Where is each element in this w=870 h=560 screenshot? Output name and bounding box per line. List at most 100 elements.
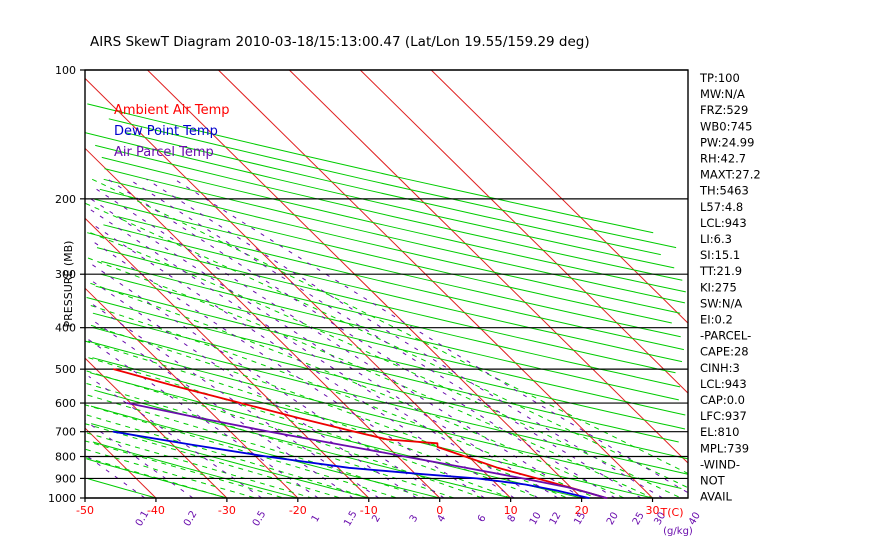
dry-adiabat-line [90,405,440,499]
isotherm-line [430,69,689,324]
mixing-ratio-line [174,178,688,493]
isotherm-line [84,147,441,499]
bottom-temperature-axis: -50 -40 -30 -20 -10 0 10 20 30 [76,498,660,517]
moist-adiabat-line [86,370,483,499]
bottom-temperature-tick-label: 30 [646,504,660,517]
index-readout: SW:N/A [700,296,742,310]
pressure-axis-labels: 100 200 300 400 500 600 700 800 900 1000 [48,64,85,505]
index-readout: MPL:739 [700,441,749,455]
mixing-ratio-tick-label: 6 [476,513,489,524]
moist-adiabat-line [84,404,398,499]
moist-adiabat-line [86,414,369,499]
x-axis-title-mixing-ratio: (g/kg) [663,526,693,537]
mixing-ratio-tick-label: 4 [436,513,449,524]
index-readout: LI:6.3 [700,232,732,246]
dry-adiabat-line [103,178,681,314]
dry-adiabat-line [95,144,683,281]
y-axis-title: PRESSURE (MB) [62,241,75,328]
dry-adiabat-line [92,198,681,338]
bottom-temperature-tick-label: -20 [289,504,307,517]
page-title: AIRS SkewT Diagram 2010-03-18/15:13:00.4… [90,34,590,50]
mixing-ratio-tick-label: 1 [310,513,323,524]
pressure-tick-label: 800 [55,451,76,464]
moist-adiabat-line [84,423,341,499]
index-readout: EI:0.2 [700,313,733,327]
isotherm-line [359,69,689,394]
bottom-temperature-tick-label: -40 [147,504,165,517]
pressure-tick-label: 200 [55,193,76,206]
pressure-tick-label: 500 [55,363,76,376]
x-axis-title-temperature: T(C) [660,506,684,519]
moist-adiabat-line [85,448,256,499]
dry-adiabat-line [87,103,654,234]
indices-panel: TP:100 MW:N/A FRZ:529 WB0:745 PW:24.99 RH:42.… [699,71,761,504]
dry-adiabat-line [108,118,677,249]
index-readout: AVAIL [700,490,733,504]
index-readout: CAP:0.0 [700,393,745,407]
legend-dew-point-temp: Dew Point Temp [114,124,218,139]
index-readout: LFC:937 [700,409,747,423]
dry-adiabat-line [91,423,369,499]
dry-adiabat-line [99,188,672,324]
index-readout: TT:21.9 [699,264,742,278]
legend-air-parcel-temp: Air Parcel Temp [114,145,214,160]
isotherm-line [84,78,511,499]
dry-adiabat-line [95,285,686,430]
pressure-tick-label: 700 [55,426,76,439]
index-readout: TH:5463 [699,184,749,198]
bottom-temperature-tick-label: 0 [436,504,443,517]
dry-adiabat-line [86,477,157,499]
moist-adiabat-lines [84,178,688,499]
mixing-ratio-tick-label: 8 [506,513,519,524]
bottom-temperature-tick-label: -30 [218,504,236,517]
pressure-tick-label: 400 [55,322,76,335]
mixing-ratio-line [84,336,319,499]
index-readout: WB0:745 [700,119,752,133]
sounding-traces [112,368,608,499]
mixing-ratio-tick-label: 3 [408,513,421,524]
moist-adiabat-line [90,305,596,499]
pressure-tick-label: 600 [55,397,76,410]
mixing-ratio-line [128,178,642,499]
isotherm-line [218,69,653,499]
pressure-tick-label: 100 [55,64,76,77]
index-readout: CINH:3 [700,361,740,375]
dry-adiabat-line [101,260,679,401]
mixing-ratio-line [90,279,417,499]
moist-adiabat-line [90,232,682,499]
dry-adiabat-line [90,372,582,499]
bottom-temperature-tick-label: 20 [575,504,589,517]
legend-ambient-air-temp: Ambient Air Temp [114,103,230,118]
isotherm-line [147,69,582,499]
index-readout: NOT [700,474,726,488]
dry-adiabat-line [87,232,676,374]
index-readout: KI:275 [700,280,737,294]
index-readout: LCL:943 [700,377,747,391]
dry-adiabat-line [117,216,685,351]
moist-adiabat-line [86,457,228,499]
isotherm-line [84,427,157,499]
bottom-temperature-tick-label: 10 [504,504,518,517]
dry-adiabat-line [100,273,686,416]
pressure-tick-label: 300 [55,268,76,281]
pressure-tick-label: 1000 [48,492,76,505]
legend: Ambient Air Temp Dew Point Temp Air Parcel… [114,103,230,160]
bottom-temperature-tick-label: -50 [76,504,94,517]
index-readout: FRZ:529 [700,103,748,117]
index-readout: TP:100 [699,71,740,85]
index-readout: SI:15.1 [700,248,740,262]
dry-adiabat-line [92,441,298,499]
mixing-ratio-line [84,453,146,499]
dew-point-trace [112,430,590,499]
index-readout: LCL:943 [700,216,747,230]
index-readout: -PARCEL- [700,329,751,343]
pressure-tick-label: 900 [55,472,76,485]
isotherm-line [288,69,689,464]
moist-adiabat-line [87,257,653,499]
plot-frame [84,69,689,499]
mixing-ratio-line [93,224,515,499]
moist-adiabat-line [84,440,284,499]
dry-adiabat-line [103,224,683,363]
